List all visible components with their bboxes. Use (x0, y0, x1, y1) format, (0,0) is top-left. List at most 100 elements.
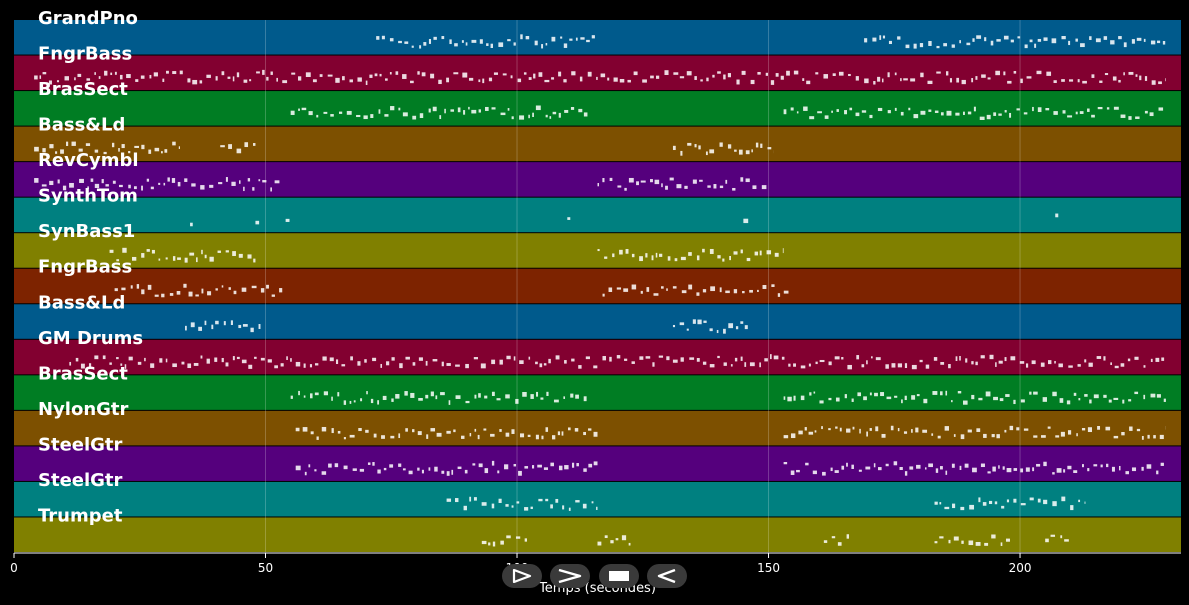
note-mark (430, 428, 436, 432)
note-mark (505, 394, 510, 399)
note-mark (557, 431, 561, 436)
note-mark (328, 463, 332, 468)
note-mark (998, 360, 1003, 364)
stop-button[interactable] (599, 564, 639, 588)
note-mark (253, 143, 256, 146)
note-mark (524, 466, 529, 469)
note-mark (149, 74, 152, 79)
note-mark (519, 360, 524, 365)
note-mark (331, 396, 333, 401)
note-mark (249, 79, 252, 82)
note-mark (131, 256, 137, 261)
note-mark (282, 80, 288, 84)
note-mark (485, 106, 489, 111)
note-mark (515, 398, 519, 404)
track-lane (14, 55, 1181, 91)
note-mark (1106, 107, 1110, 110)
track-lane (14, 339, 1181, 375)
note-mark (1088, 362, 1093, 367)
note-mark (109, 362, 112, 365)
rewind-button[interactable] (647, 564, 687, 588)
note-mark (734, 149, 737, 152)
note-mark (519, 433, 525, 438)
note-mark (927, 80, 933, 85)
note-mark (1004, 357, 1007, 362)
note-mark (1053, 111, 1058, 115)
note-mark (454, 498, 459, 503)
note-mark (124, 364, 127, 369)
note-mark (539, 363, 543, 368)
note-mark (309, 364, 313, 368)
note-mark (181, 361, 185, 365)
note-mark (491, 460, 495, 466)
note-mark (1078, 499, 1081, 503)
note-mark (1024, 44, 1028, 49)
note-mark (804, 427, 807, 431)
note-mark (831, 110, 833, 113)
note-mark (624, 358, 628, 361)
note-mark (812, 470, 817, 475)
note-mark (951, 463, 955, 468)
note-mark (817, 111, 822, 114)
track-label: FngrBass (38, 44, 132, 65)
note-mark (518, 470, 522, 476)
forward-button[interactable] (550, 564, 590, 588)
note-mark (66, 141, 69, 146)
note-mark (588, 428, 592, 431)
note-mark (468, 106, 470, 110)
note-mark (596, 506, 598, 510)
note-mark (719, 185, 724, 189)
note-mark (1100, 464, 1103, 468)
note-mark (86, 78, 91, 81)
note-mark (964, 463, 969, 468)
note-mark (254, 356, 257, 359)
note-mark (1087, 427, 1092, 433)
note-mark (209, 184, 214, 188)
note-mark (1001, 505, 1005, 509)
note-mark (659, 253, 663, 257)
note-mark (60, 149, 64, 154)
note-mark (525, 35, 530, 40)
note-mark (725, 179, 728, 184)
note-mark (749, 289, 753, 293)
track-label: RevCymbl (38, 150, 139, 171)
note-mark (469, 496, 472, 502)
note-mark (128, 184, 131, 189)
note-mark (94, 149, 99, 153)
note-mark (161, 293, 165, 298)
note-mark (903, 78, 908, 81)
note-mark (555, 498, 559, 503)
note-mark (451, 469, 454, 475)
note-mark (923, 398, 928, 404)
note-mark (540, 397, 544, 400)
note-mark (312, 79, 317, 83)
note-mark (652, 362, 655, 367)
note-mark (960, 506, 965, 511)
note-mark (783, 462, 788, 465)
note-mark (757, 289, 759, 293)
note-mark (636, 181, 639, 186)
note-mark (757, 71, 761, 75)
note-mark (454, 43, 458, 47)
note-mark (992, 466, 996, 472)
note-mark (305, 72, 311, 78)
note-mark (1123, 72, 1125, 76)
note-mark (1075, 111, 1078, 115)
note-mark (631, 253, 635, 258)
play-button[interactable] (502, 564, 542, 588)
note-mark (309, 393, 313, 399)
note-mark (767, 147, 772, 150)
note-mark (563, 79, 567, 83)
note-mark (549, 116, 552, 119)
note-mark (1146, 464, 1152, 469)
note-mark (455, 395, 461, 399)
note-mark (412, 362, 416, 366)
note-mark (624, 187, 627, 191)
track-lane (14, 197, 1181, 233)
note-mark (506, 535, 511, 539)
note-mark (69, 361, 72, 366)
note-mark (904, 471, 908, 476)
note-mark (1077, 79, 1080, 83)
note-mark (874, 392, 878, 397)
note-mark (743, 218, 749, 224)
